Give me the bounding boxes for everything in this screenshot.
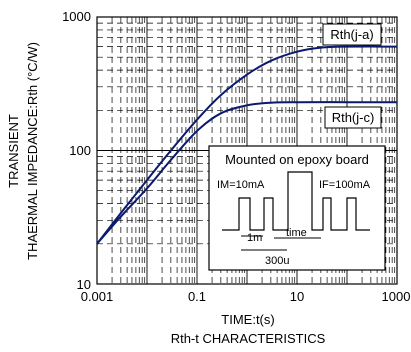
inset-title: Mounted on epoxy board — [225, 152, 369, 167]
inset-waveform — [222, 171, 370, 231]
inset-300u-label: 300u — [265, 255, 289, 267]
inset-time-label: time — [286, 227, 307, 239]
y-tick-label-10: 10 — [77, 277, 91, 292]
series-line-rth-jc — [96, 101, 397, 245]
inset-panel: Mounted on epoxy board IM=10mA IF=100mA … — [208, 145, 386, 271]
x-tick-label-0.001: 0.001 — [81, 289, 114, 304]
curves — [96, 45, 398, 245]
series-line-rth-ja — [96, 45, 398, 245]
inset-im-label: IM=10mA — [217, 179, 265, 191]
inset-1m-label: 1m — [247, 232, 262, 244]
chart-caption: Rth-t CHARACTERISTICS — [171, 331, 326, 346]
legend-rth-ja: Rth(j-a) — [322, 23, 382, 46]
y-axis-label-line1: TRANSIENT — [6, 114, 21, 188]
legend-rth-jc: Rth(j-c) — [324, 106, 382, 129]
y-axis-label-line2: THAERMAL IMPEDANCE:Rth (°C/W) — [25, 42, 40, 260]
legend-label-rth-jc: Rth(j-c) — [332, 110, 375, 125]
legend-label-rth-ja: Rth(j-a) — [330, 27, 373, 42]
inset-if-label: IF=100mA — [319, 179, 371, 191]
x-tick-label-1000: 1000 — [382, 289, 411, 304]
legend-box-rth-jc — [324, 106, 382, 129]
x-tick-label-10: 10 — [290, 289, 304, 304]
y-tick-label-1000: 1000 — [62, 9, 91, 24]
x-axis-label: TIME:t(s) — [221, 312, 274, 327]
y-tick-label-100: 100 — [69, 143, 91, 158]
x-tick-label-0.1: 0.1 — [188, 289, 206, 304]
legend-box-rth-ja — [322, 23, 382, 46]
